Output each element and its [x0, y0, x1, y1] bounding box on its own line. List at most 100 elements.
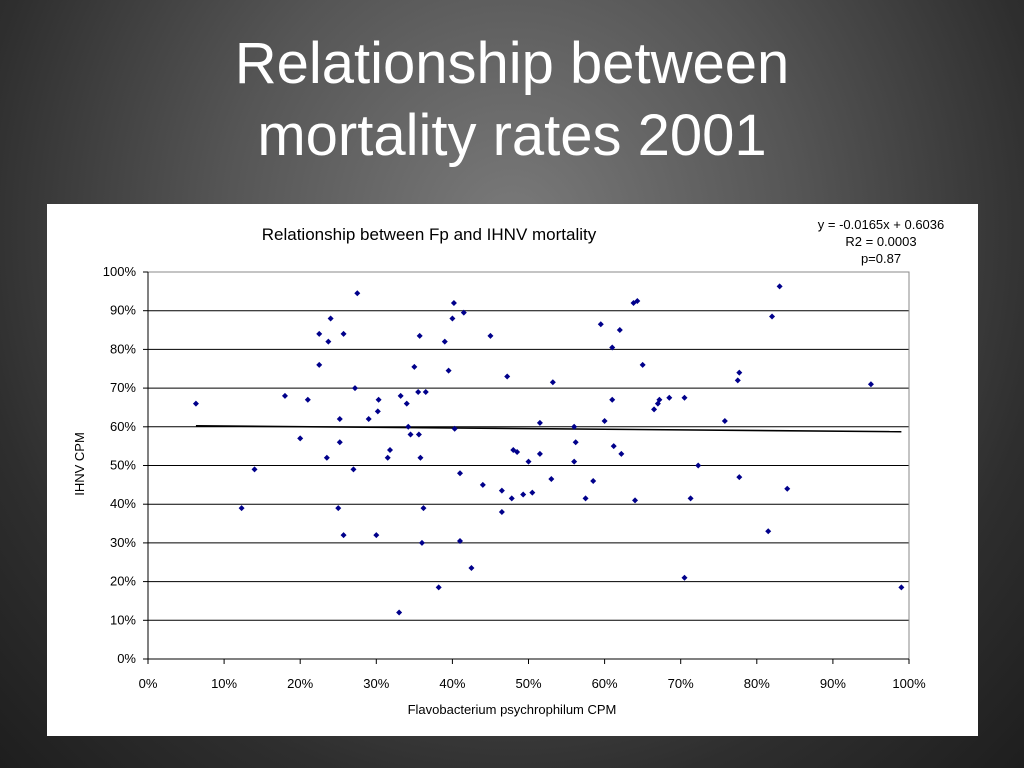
data-point: [590, 477, 597, 484]
data-point: [681, 574, 688, 581]
data-point: [536, 419, 543, 426]
data-point: [616, 327, 623, 334]
data-point: [549, 379, 556, 386]
data-point: [238, 505, 245, 512]
y-axis-label: IHNV CPM: [72, 432, 87, 496]
data-point: [422, 388, 429, 395]
data-point: [411, 363, 418, 370]
data-point: [867, 381, 874, 388]
data-point: [386, 447, 393, 454]
data-point: [405, 423, 412, 430]
regression-equation: y = -0.0165x + 0.6036: [818, 217, 944, 232]
data-point: [529, 489, 536, 496]
x-tick-labels: 0% 10% 20% 30% 40% 50% 60% 70% 80% 90% 100%: [139, 676, 926, 691]
data-point: [316, 361, 323, 368]
data-point: [374, 408, 381, 415]
y-tick-label: 60%: [110, 419, 136, 434]
data-point: [632, 497, 639, 504]
x-tick-label: 0%: [139, 676, 158, 691]
y-tick-label: 80%: [110, 341, 136, 356]
data-point: [396, 609, 403, 616]
data-point: [525, 458, 532, 465]
y-tick-label: 90%: [110, 303, 136, 318]
data-point: [666, 394, 673, 401]
data-point: [514, 448, 521, 455]
data-point: [736, 369, 743, 376]
data-point: [441, 338, 448, 345]
data-point: [498, 508, 505, 515]
data-point: [351, 385, 358, 392]
data-point: [417, 454, 424, 461]
data-point: [304, 396, 311, 403]
data-point: [582, 495, 589, 502]
data-point: [192, 400, 199, 407]
x-tick-label: 30%: [363, 676, 389, 691]
data-point: [769, 313, 776, 320]
data-point: [618, 450, 625, 457]
data-point: [548, 476, 555, 483]
chart-panel: Relationship between Fp and IHNV mortali…: [47, 204, 978, 736]
data-point: [508, 495, 515, 502]
data-point: [721, 417, 728, 424]
x-tick-label: 40%: [439, 676, 465, 691]
data-point: [630, 299, 637, 306]
y-tick-label: 70%: [110, 380, 136, 395]
chart-title: Relationship between Fp and IHNV mortali…: [262, 225, 597, 244]
data-point: [504, 373, 511, 380]
data-point: [468, 565, 475, 572]
scatter-chart: Relationship between Fp and IHNV mortali…: [72, 217, 944, 717]
trendline-group: [195, 425, 902, 433]
p-value-label: p=0.87: [861, 251, 901, 266]
data-point: [571, 458, 578, 465]
data-point: [639, 361, 646, 368]
data-point: [325, 338, 332, 345]
data-point: [479, 481, 486, 488]
data-points: [192, 283, 905, 616]
data-point: [510, 447, 517, 454]
r-squared-label: R2 = 0.0003: [845, 234, 916, 249]
y-tick-label: 0%: [117, 651, 136, 666]
data-point: [336, 439, 343, 446]
data-point: [784, 485, 791, 492]
data-point: [601, 417, 608, 424]
data-point: [687, 495, 694, 502]
data-point: [736, 474, 743, 481]
data-point: [251, 466, 258, 473]
x-tick-label: 10%: [211, 676, 237, 691]
data-point: [323, 454, 330, 461]
data-point: [450, 299, 457, 306]
x-tick-label: 70%: [668, 676, 694, 691]
x-tick-label: 100%: [892, 676, 926, 691]
data-point: [435, 584, 442, 591]
data-point: [520, 491, 527, 498]
data-point: [316, 330, 323, 337]
data-point: [340, 532, 347, 539]
data-point: [336, 416, 343, 423]
x-tick-label: 90%: [820, 676, 846, 691]
data-point: [397, 392, 404, 399]
axes: [143, 271, 910, 664]
y-tick-label: 30%: [110, 535, 136, 550]
data-point: [340, 330, 347, 337]
data-point: [403, 400, 410, 407]
data-point: [460, 309, 467, 316]
data-point: [451, 425, 458, 432]
data-point: [776, 283, 783, 290]
data-point: [656, 396, 663, 403]
slide-title-line-2: mortality rates 2001: [257, 103, 767, 168]
data-point: [572, 439, 579, 446]
slide-title-line-1: Relationship between: [234, 31, 790, 96]
data-point: [536, 450, 543, 457]
stats-annotation: y = -0.0165x + 0.6036 R2 = 0.0003 p=0.87: [818, 217, 944, 266]
gridlines: [148, 271, 909, 621]
x-tick-label: 20%: [287, 676, 313, 691]
data-point: [681, 394, 688, 401]
y-tick-label: 10%: [110, 612, 136, 627]
data-point: [609, 396, 616, 403]
data-point: [634, 298, 641, 305]
data-point: [571, 423, 578, 430]
data-point: [416, 332, 423, 339]
data-point: [449, 315, 456, 322]
slide-title: Relationship between mortality rates 200…: [0, 28, 1024, 172]
data-point: [297, 435, 304, 442]
